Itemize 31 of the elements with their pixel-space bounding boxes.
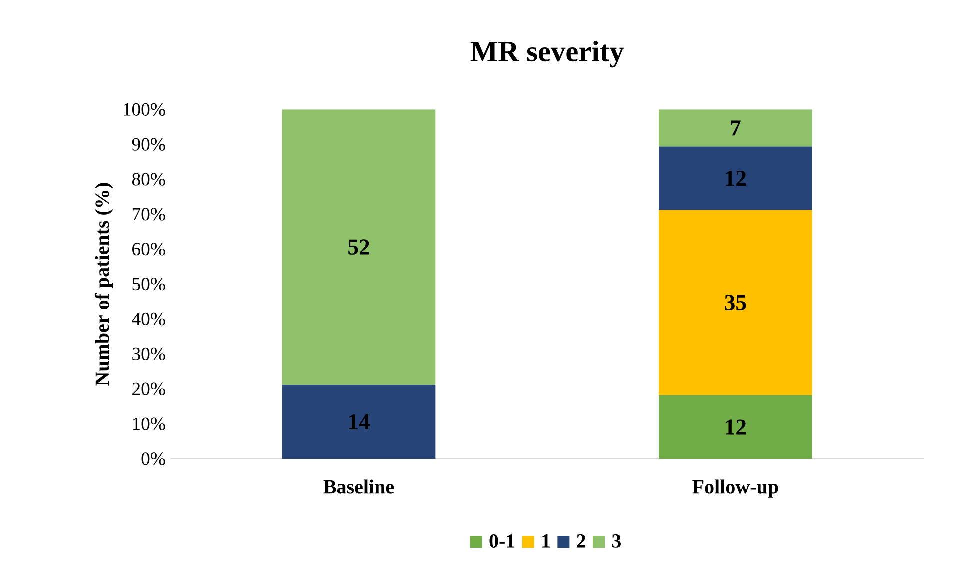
- bar: [659, 395, 812, 460]
- legend-label: 0-1: [490, 534, 515, 548]
- annotation: 35: [725, 295, 746, 310]
- y-tick-label: 20%: [132, 382, 166, 396]
- y-tick-label: 30%: [132, 348, 166, 361]
- y-tick-label: 100%: [124, 103, 166, 116]
- x-tick-label: Follow-up: [692, 480, 778, 498]
- bar: [659, 110, 812, 147]
- bar: [282, 110, 436, 385]
- annotation: 7: [731, 120, 741, 136]
- y-tick-label: 0%: [142, 452, 166, 466]
- legend-label: 1: [542, 534, 550, 548]
- annotation: 12: [726, 420, 746, 435]
- bar: [659, 146, 812, 210]
- y-tick-label: 10%: [133, 418, 166, 430]
- y-tick-label: 90%: [132, 138, 166, 151]
- chart-title: MR severity: [470, 40, 624, 68]
- y-tick-label: 80%: [132, 173, 166, 186]
- x-tick-label: Baseline: [324, 480, 394, 494]
- y-tick-label: 50%: [132, 278, 166, 291]
- legend-label: 2: [577, 534, 586, 548]
- y-tick-label: 60%: [132, 243, 166, 256]
- y-tick-label: 40%: [132, 312, 166, 326]
- bar: [659, 210, 812, 396]
- annotation: 12: [726, 170, 746, 186]
- annotation: 14: [349, 414, 370, 430]
- legend-label: 3: [612, 534, 621, 548]
- y-tick-label: 70%: [132, 208, 166, 221]
- annotation: 52: [348, 240, 370, 255]
- y-axis-title: Number of patients (%): [94, 183, 114, 386]
- bar: [282, 384, 436, 460]
